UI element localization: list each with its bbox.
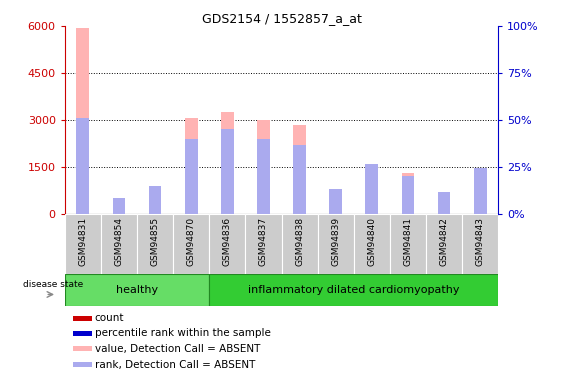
Bar <box>438 192 450 214</box>
Text: value, Detection Call = ABSENT: value, Detection Call = ABSENT <box>95 344 260 354</box>
Bar <box>257 120 270 214</box>
Bar <box>73 362 92 367</box>
Bar <box>438 192 450 214</box>
Bar <box>245 214 282 274</box>
Bar <box>293 145 306 214</box>
Bar <box>101 214 137 274</box>
Bar <box>73 346 92 351</box>
Bar <box>354 214 390 274</box>
Bar <box>77 118 89 214</box>
Bar <box>221 129 234 214</box>
Text: GSM94840: GSM94840 <box>367 217 376 266</box>
Text: GSM94870: GSM94870 <box>187 217 196 266</box>
Bar <box>221 112 234 214</box>
Bar <box>209 214 245 274</box>
Bar <box>329 189 342 214</box>
Bar <box>365 164 378 214</box>
Text: inflammatory dilated cardiomyopathy: inflammatory dilated cardiomyopathy <box>248 285 459 295</box>
Bar <box>390 214 426 274</box>
Bar <box>73 316 92 321</box>
Text: percentile rank within the sample: percentile rank within the sample <box>95 328 271 338</box>
Text: GSM94854: GSM94854 <box>114 217 123 266</box>
Text: GSM94843: GSM94843 <box>476 217 485 266</box>
Bar <box>282 214 318 274</box>
Bar <box>77 28 89 214</box>
Text: GSM94836: GSM94836 <box>223 217 232 266</box>
Bar <box>65 274 209 306</box>
Bar <box>149 186 162 214</box>
Text: GSM94842: GSM94842 <box>440 217 449 266</box>
Text: GSM94841: GSM94841 <box>404 217 413 266</box>
Bar <box>293 124 306 214</box>
Bar <box>113 211 125 214</box>
Text: GSM94838: GSM94838 <box>295 217 304 266</box>
Bar <box>426 214 462 274</box>
Bar <box>257 139 270 214</box>
Text: rank, Detection Call = ABSENT: rank, Detection Call = ABSENT <box>95 360 255 370</box>
Bar <box>462 214 498 274</box>
Title: GDS2154 / 1552857_a_at: GDS2154 / 1552857_a_at <box>202 12 361 25</box>
Bar <box>65 214 101 274</box>
Bar <box>474 168 486 214</box>
Bar <box>474 168 486 214</box>
Bar <box>149 200 162 214</box>
Text: GSM94855: GSM94855 <box>150 217 159 266</box>
Text: healthy: healthy <box>116 285 158 295</box>
Bar <box>401 173 414 214</box>
Text: disease state: disease state <box>23 280 83 290</box>
Bar <box>209 274 498 306</box>
Bar <box>329 207 342 214</box>
Bar <box>73 331 92 336</box>
Bar <box>137 214 173 274</box>
Text: GSM94831: GSM94831 <box>78 217 87 266</box>
Bar <box>318 214 354 274</box>
Bar <box>185 118 198 214</box>
Bar <box>365 164 378 214</box>
Text: GSM94837: GSM94837 <box>259 217 268 266</box>
Bar <box>173 214 209 274</box>
Bar <box>113 198 125 214</box>
Text: count: count <box>95 313 124 323</box>
Bar <box>185 139 198 214</box>
Text: GSM94839: GSM94839 <box>331 217 340 266</box>
Bar <box>401 176 414 214</box>
